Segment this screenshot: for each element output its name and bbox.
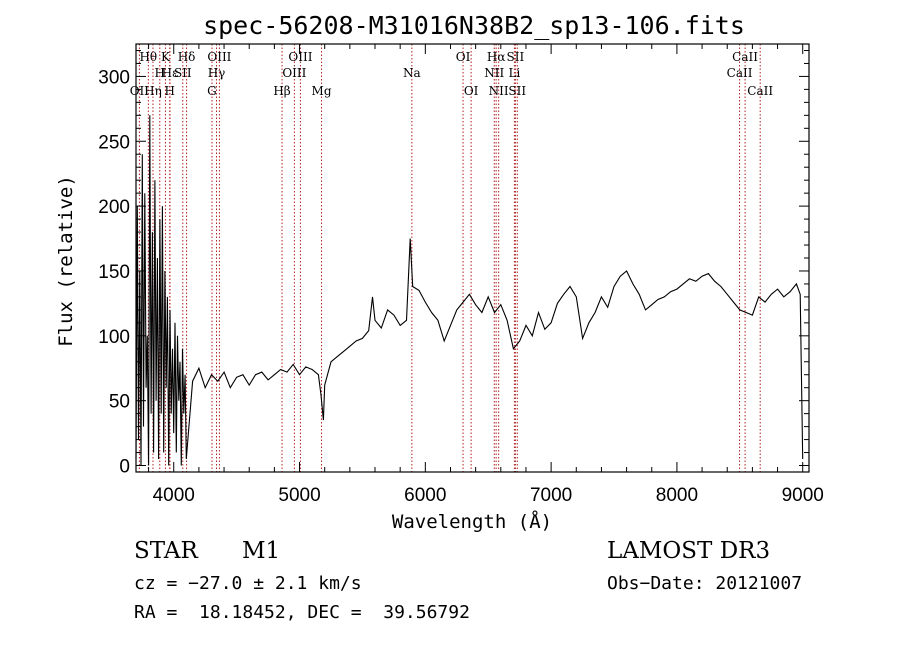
object-subclass: M1 [242, 538, 281, 564]
spectral-label-1: OII [130, 84, 150, 98]
observation-date: Obs−Date: 20121007 [607, 573, 803, 594]
spectral-label-24: SII [508, 84, 526, 98]
spectral-label-11: G [207, 84, 217, 98]
coordinates: RA = 18.18452, DEC = 39.56792 [134, 602, 470, 623]
x-axis-label: Wavelength (Å) [392, 510, 552, 533]
spectral-label-5: K [161, 50, 171, 64]
x-axis-ticks: 4000 5000 6000 7000 8000 9000 [148, 44, 824, 506]
spectral-label-16: Na [403, 66, 421, 80]
x-tick-label-0: 4000 [153, 485, 195, 506]
spectral-label-15: Mg [312, 84, 332, 98]
spectral-label-14: OIII [288, 50, 312, 64]
spectral-label-12: Hβ [273, 84, 290, 98]
spectral-label-4: Hε [162, 66, 179, 80]
y-axis-label: Flux (relative) [55, 175, 77, 347]
spectral-label-8: Hδ [178, 50, 196, 64]
y-tick-label-6: 300 [98, 67, 130, 88]
y-tick-label-1: 50 [109, 392, 130, 413]
spectral-label-21: NII [489, 84, 509, 98]
y-tick-label-3: 150 [98, 262, 130, 283]
spectral-label-6: H [164, 84, 174, 98]
x-tick-label-3: 7000 [530, 485, 572, 506]
spectral-label-17: OI [456, 50, 471, 64]
spectral-label-23: Li [508, 66, 520, 80]
chart-title: spec-56208-M31016N38B2_sp13-106.fits [203, 11, 745, 40]
spectral-label-20: Hα [487, 50, 506, 64]
x-tick-label-1: 5000 [278, 485, 320, 506]
spectral-label-2: Hη [144, 84, 162, 98]
spectral-label-25: CaII [727, 66, 753, 80]
spectral-label-0: Hθ [139, 50, 157, 64]
plot-frame [135, 43, 810, 473]
spectral-label-7: SII [174, 66, 192, 80]
spectral-label-9: OIII [207, 50, 231, 64]
spectral-label-10: Hγ [208, 66, 226, 80]
x-tick-label-2: 6000 [404, 485, 446, 506]
flux-series-line [135, 115, 804, 466]
spectral-label-22: SII [507, 50, 525, 64]
survey-name: LAMOST DR3 [607, 538, 771, 564]
object-class: STAR [134, 538, 198, 564]
y-tick-label-5: 250 [98, 132, 130, 153]
spectral-label-26: CaII [732, 50, 758, 64]
spectral-label-19: NII [484, 66, 504, 80]
spectral-line-markers [138, 44, 761, 472]
y-tick-label-4: 200 [98, 197, 130, 218]
y-tick-label-2: 100 [98, 327, 130, 348]
y-tick-label-0: 0 [119, 457, 130, 478]
x-tick-label-4: 8000 [656, 485, 698, 506]
spectral-label-18: OI [464, 84, 479, 98]
spectral-label-3: H [155, 66, 165, 80]
spectral-label-13: OIII [282, 66, 306, 80]
x-tick-label-5: 9000 [782, 485, 824, 506]
y-axis-ticks: 0 50 100 150 200 250 300 [98, 49, 809, 478]
spectral-label-27: CaII [747, 84, 773, 98]
redshift-velocity: cz = −27.0 ± 2.1 km/s [134, 573, 362, 594]
